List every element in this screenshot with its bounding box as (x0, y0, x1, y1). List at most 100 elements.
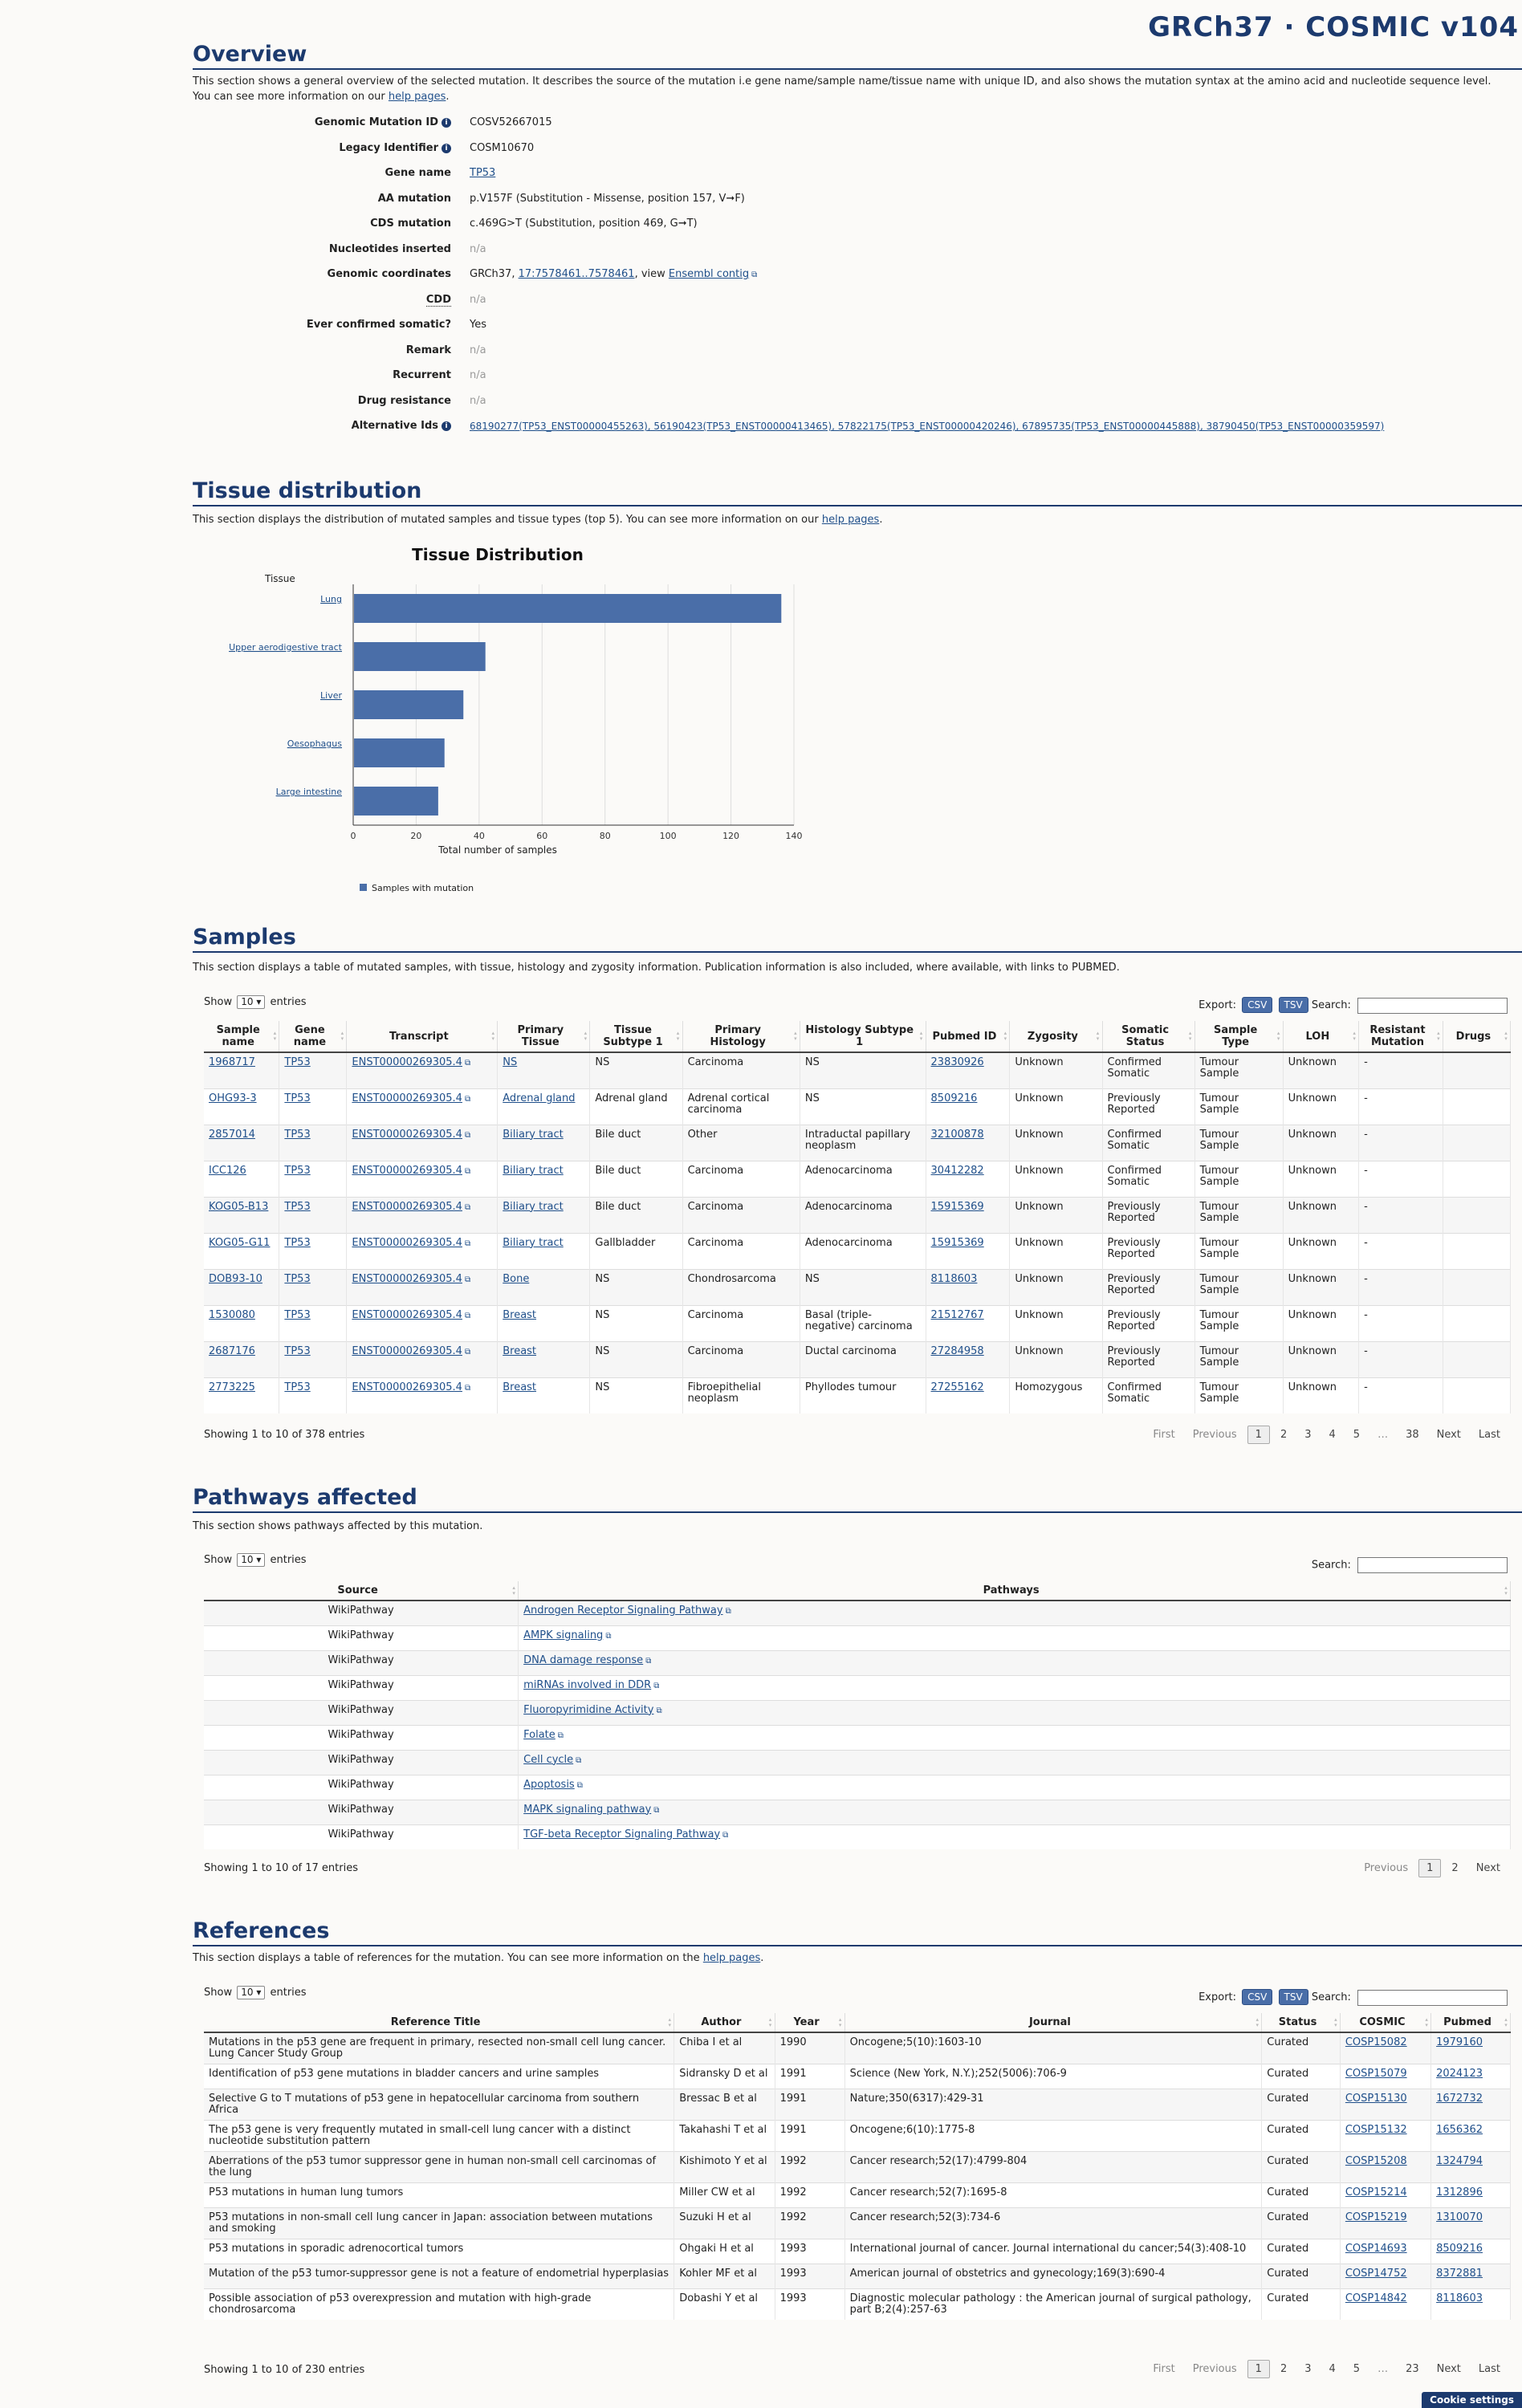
column-header-author[interactable]: Author (674, 2013, 775, 2033)
cell-link[interactable]: 2024123 (1436, 2068, 1483, 2080)
info-icon[interactable]: i (442, 143, 451, 153)
cell-link[interactable]: 1672732 (1436, 2093, 1483, 2105)
column-header-reference-title[interactable]: Reference Title (204, 2013, 675, 2033)
cell-link[interactable]: ENST00000269305.4 (352, 1344, 462, 1357)
cell-link[interactable]: 1530080 (209, 1308, 255, 1321)
cell-link[interactable]: TP53 (284, 1092, 311, 1104)
cell-link[interactable]: 8509216 (930, 1092, 978, 1104)
chart-category-label[interactable]: Oesophagus (287, 738, 343, 749)
column-header-transcript[interactable]: Transcript (346, 1021, 499, 1053)
cell-link[interactable]: TP53 (284, 1272, 311, 1285)
cell-link[interactable]: ENST00000269305.4 (352, 1164, 462, 1177)
cell-link[interactable]: ENST00000269305.4 (352, 1272, 462, 1285)
chart-bar-lung[interactable] (354, 594, 782, 623)
pathways-length-select[interactable]: 10 ▾ (237, 1553, 266, 1567)
pagination-previous[interactable]: Previous (1192, 2363, 1237, 2375)
cell-link[interactable]: 27284958 (930, 1344, 984, 1357)
column-header-tissue-subtype-1[interactable]: Tissue Subtype 1 (589, 1021, 683, 1053)
chart-category-label[interactable]: Large intestine (276, 787, 343, 797)
cell-link[interactable]: 1324794 (1436, 2155, 1483, 2167)
info-icon[interactable]: i (442, 421, 451, 431)
cell-link[interactable]: ENST00000269305.4 (352, 1236, 462, 1249)
chart-bar-upper-aerodigestive-tract[interactable] (354, 642, 486, 671)
cookie-settings-button[interactable]: Cookie settings (1422, 2392, 1522, 2408)
references-csv-button[interactable]: CSV (1242, 1989, 1273, 2005)
references-help-link[interactable]: help pages (702, 1952, 761, 1964)
cell-link[interactable]: Fluoropyrimidine Activity (523, 1703, 654, 1716)
column-header-sample-type[interactable]: Sample Type (1194, 1021, 1284, 1053)
cell-link[interactable]: 23830926 (930, 1056, 984, 1068)
column-header-pubmed[interactable]: Pubmed (1430, 2013, 1511, 2033)
pagination-previous[interactable]: Previous (1192, 1429, 1237, 1441)
cell-link[interactable]: Adrenal gland (503, 1092, 576, 1104)
cell-link[interactable]: DNA damage response (523, 1653, 644, 1666)
cell-link[interactable]: COSP15208 (1345, 2155, 1407, 2167)
column-header-gene-name[interactable]: Gene name (279, 1021, 348, 1053)
samples-tsv-button[interactable]: TSV (1278, 997, 1308, 1013)
pagination-3[interactable]: 3 (1304, 1429, 1312, 1441)
cell-link[interactable]: 1312896 (1436, 2186, 1483, 2199)
cell-link[interactable]: COSP14752 (1345, 2268, 1407, 2280)
coordinates-link[interactable]: 17:7578461..7578461 (518, 268, 635, 280)
pagination-23[interactable]: 23 (1406, 2363, 1419, 2375)
chart-bar-large-intestine[interactable] (354, 787, 438, 816)
cell-link[interactable]: ENST00000269305.4 (352, 1381, 462, 1393)
cell-link[interactable]: 2857014 (209, 1128, 255, 1141)
cell-link[interactable]: Androgen Receptor Signaling Pathway (523, 1605, 723, 1617)
cell-link[interactable]: 30412282 (930, 1164, 984, 1177)
column-header-primary-tissue[interactable]: Primary Tissue (497, 1021, 591, 1053)
column-header-journal[interactable]: Journal (844, 2013, 1263, 2033)
cell-link[interactable]: ENST00000269305.4 (352, 1200, 462, 1213)
pagination-last[interactable]: Last (1478, 2363, 1500, 2375)
column-header-status[interactable]: Status (1261, 2013, 1341, 2033)
cell-link[interactable]: COSP14693 (1345, 2243, 1407, 2255)
column-header-primary-histology[interactable]: Primary Histology (682, 1021, 800, 1053)
cell-link[interactable]: DOB93-10 (209, 1272, 262, 1285)
pagination-2[interactable]: 2 (1280, 1429, 1288, 1441)
cell-link[interactable]: 15915369 (930, 1200, 984, 1213)
column-header-pathways[interactable]: Pathways (518, 1581, 1511, 1601)
pagination-4[interactable]: 4 (1329, 2363, 1336, 2375)
cell-link[interactable]: 21512767 (930, 1308, 984, 1321)
pagination-5[interactable]: 5 (1353, 2363, 1361, 2375)
chart-bar-oesophagus[interactable] (354, 738, 445, 767)
cell-link[interactable]: TP53 (284, 1164, 311, 1177)
cell-link[interactable]: 1656362 (1436, 2124, 1483, 2136)
cell-link[interactable]: Biliary tract (503, 1236, 564, 1249)
cell-link[interactable]: KOG05-B13 (209, 1200, 269, 1213)
cell-link[interactable]: TP53 (284, 1344, 311, 1357)
chart-category-label[interactable]: Liver (320, 690, 342, 701)
pagination-first[interactable]: First (1153, 2363, 1175, 2375)
cell-link[interactable]: 8509216 (1436, 2243, 1483, 2255)
column-header-somatic-status[interactable]: Somatic Status (1102, 1021, 1195, 1053)
cell-link[interactable]: TP53 (284, 1236, 311, 1249)
pagination-next[interactable]: Next (1436, 2363, 1461, 2375)
cell-link[interactable]: TGF-beta Receptor Signaling Pathway (523, 1828, 721, 1841)
cell-link[interactable]: COSP15219 (1345, 2211, 1407, 2223)
cell-link[interactable]: ENST00000269305.4 (352, 1128, 462, 1141)
chart-category-label[interactable]: Lung (320, 594, 342, 604)
references-tsv-button[interactable]: TSV (1278, 1989, 1308, 2005)
pagination-5[interactable]: 5 (1353, 1429, 1361, 1441)
chart-category-label[interactable]: Upper aerodigestive tract (229, 642, 343, 653)
column-header-histology-subtype-1[interactable]: Histology Subtype 1 (800, 1021, 926, 1053)
cell-link[interactable]: Breast (503, 1308, 537, 1321)
column-header-source[interactable]: Source (204, 1581, 519, 1601)
pagination-3[interactable]: 3 (1304, 2363, 1312, 2375)
pagination-previous[interactable]: Previous (1364, 1862, 1409, 1874)
cell-link[interactable]: TP53 (284, 1200, 311, 1213)
cell-link[interactable]: TP53 (284, 1381, 311, 1393)
cell-link[interactable]: COSP15130 (1345, 2093, 1407, 2105)
tissue-help-link[interactable]: help pages (821, 514, 880, 526)
column-header-drugs[interactable]: Drugs (1443, 1021, 1512, 1053)
pagination-last[interactable]: Last (1478, 1429, 1500, 1441)
cell-link[interactable]: Folate (523, 1728, 555, 1741)
cell-link[interactable]: 1310070 (1436, 2211, 1483, 2223)
pagination-next[interactable]: Next (1475, 1862, 1500, 1874)
column-header-cosmic[interactable]: COSMIC (1340, 2013, 1432, 2033)
cell-link[interactable]: ENST00000269305.4 (352, 1092, 462, 1104)
cell-link[interactable]: TP53 (284, 1056, 311, 1068)
cell-link[interactable]: MAPK signaling pathway (523, 1803, 652, 1816)
cell-link[interactable]: Breast (503, 1344, 537, 1357)
column-header-year[interactable]: Year (775, 2013, 845, 2033)
